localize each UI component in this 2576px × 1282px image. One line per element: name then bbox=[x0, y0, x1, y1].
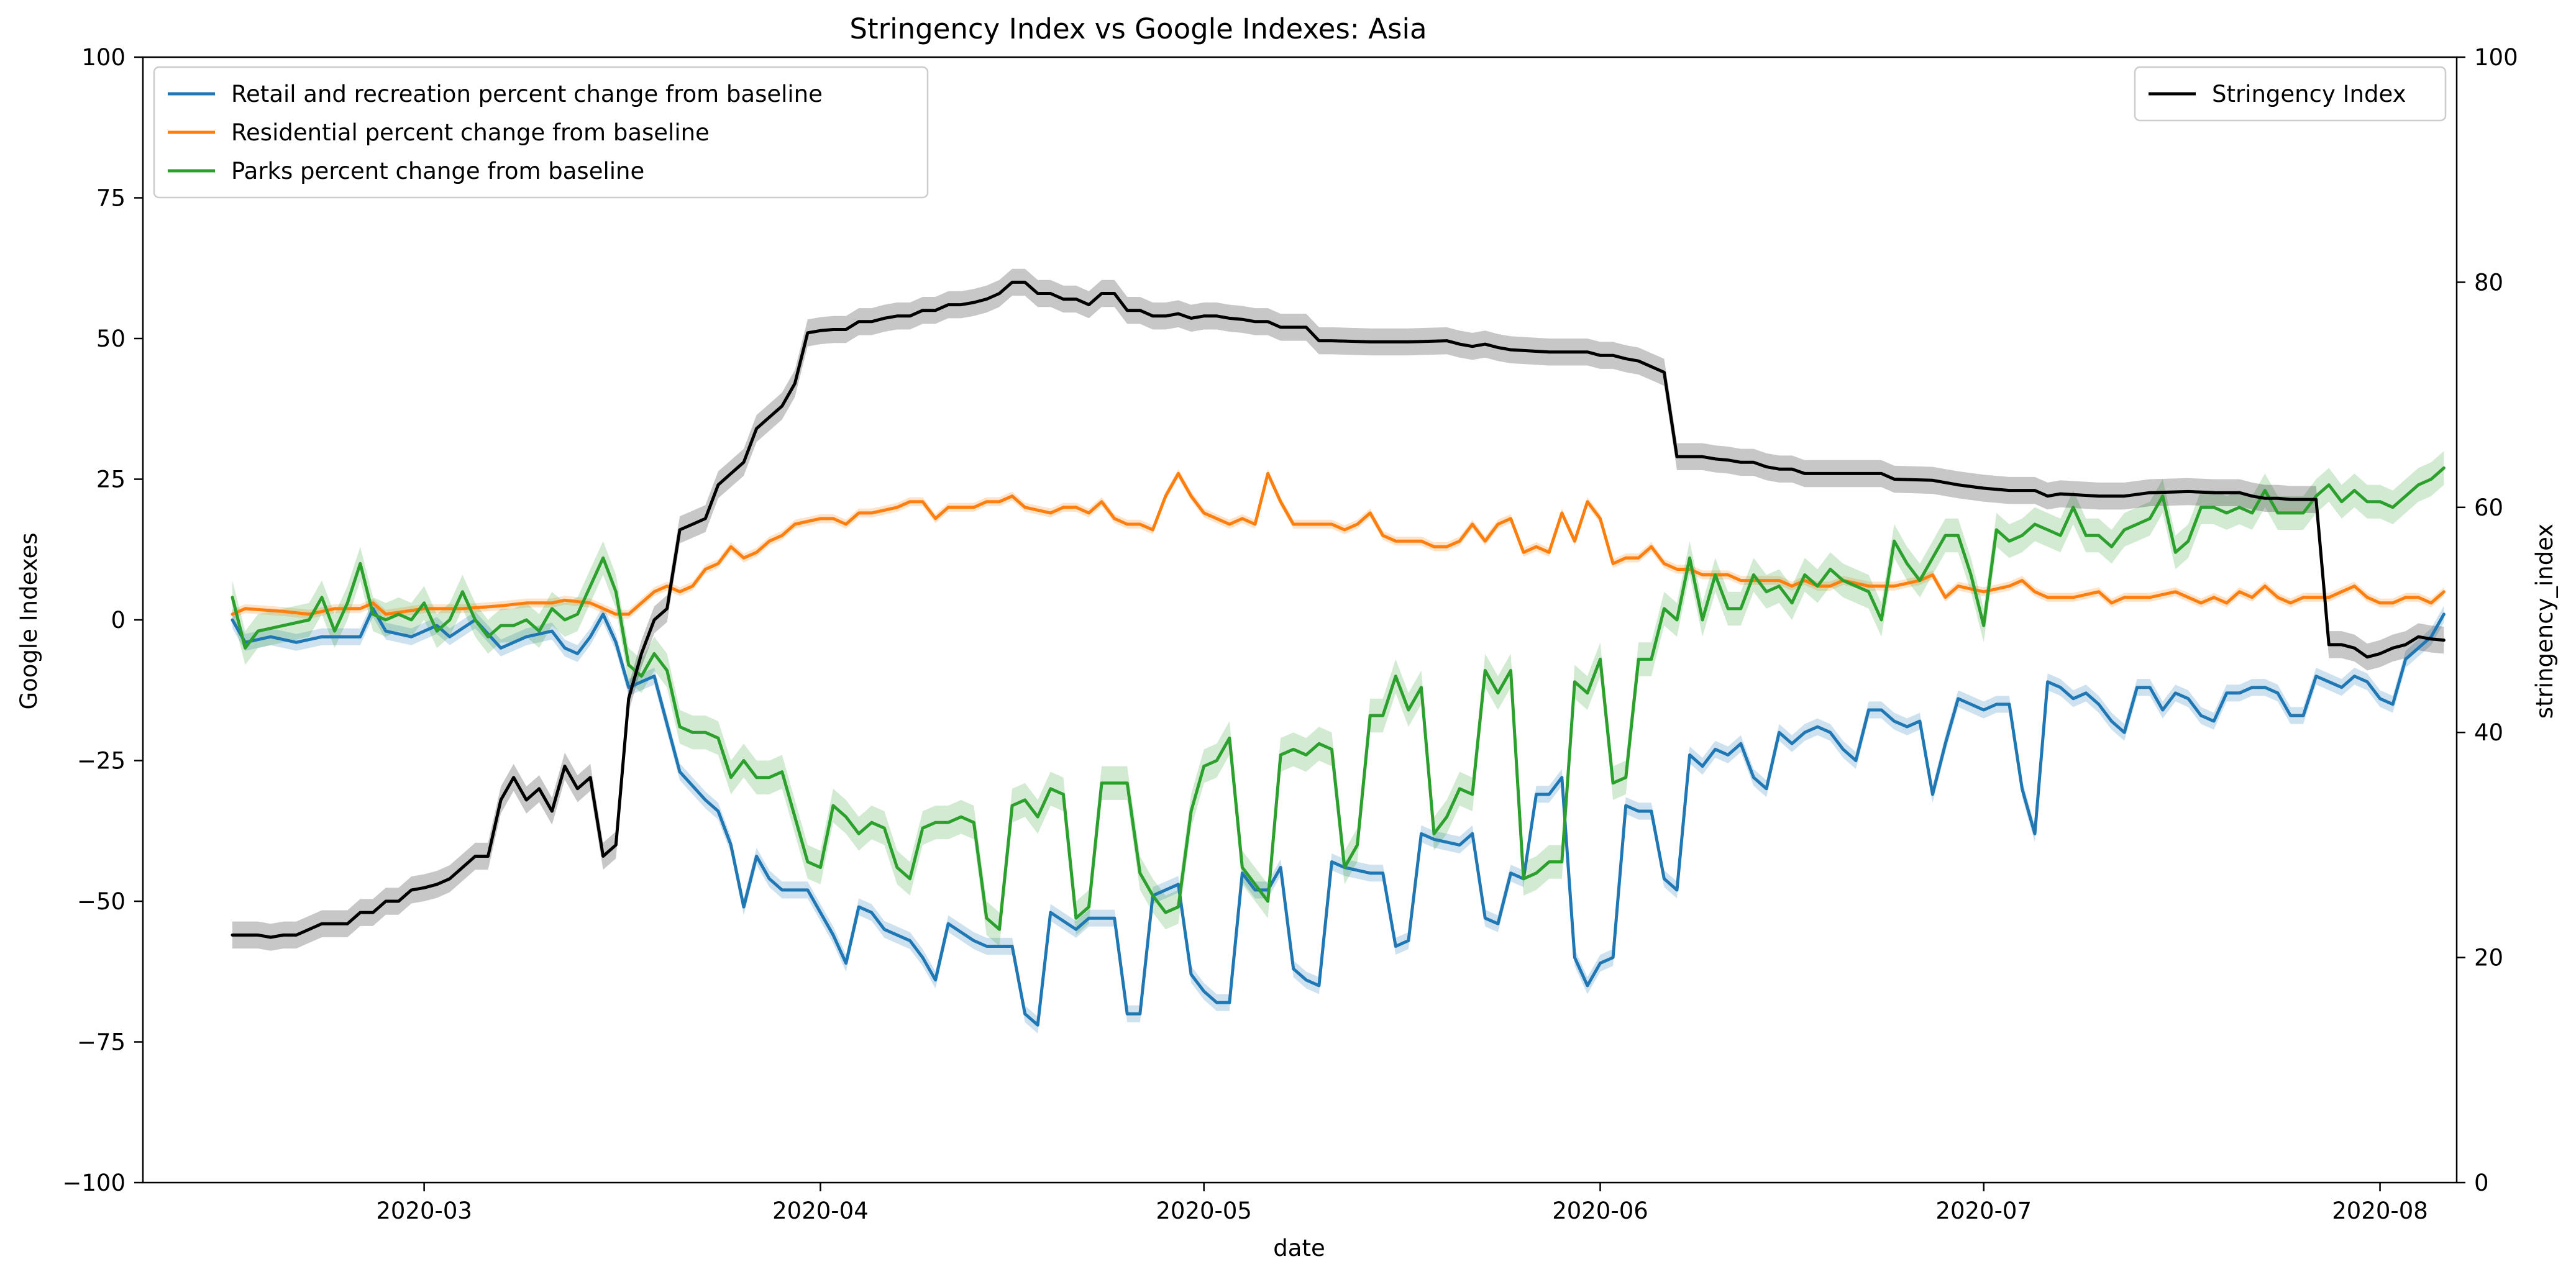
legend-label-stringency-index: Stringency Index bbox=[2212, 81, 2406, 107]
y-tick-label: 50 bbox=[96, 325, 126, 352]
y-axis-title: Google Indexes bbox=[16, 533, 42, 710]
legend-box bbox=[2134, 66, 2447, 122]
series-lines bbox=[231, 280, 2446, 1027]
legend-left: Retail and recreation percent change fro… bbox=[153, 66, 929, 199]
legend-label-parks-percent-change-from-baseline: Parks percent change from baseline bbox=[231, 158, 644, 184]
parks-percent-change-from-baseline-line bbox=[231, 466, 2446, 931]
chart-title: Stringency Index vs Google Indexes: Asia bbox=[849, 12, 1427, 45]
legend-label-retail-and-recreation-percent-change-from-baseline: Retail and recreation percent change fro… bbox=[231, 81, 823, 107]
x-tick-label: 2020-03 bbox=[376, 1198, 472, 1224]
x-tick-label: 2020-07 bbox=[1935, 1198, 2032, 1224]
y-tick-label: −25 bbox=[77, 748, 126, 775]
y-tick-label: −75 bbox=[77, 1029, 126, 1056]
legend-right: Stringency Index bbox=[2134, 66, 2447, 122]
y-tick-label: −100 bbox=[62, 1170, 126, 1196]
legend-box bbox=[153, 66, 929, 199]
x-axis-title: date bbox=[1273, 1235, 1325, 1262]
y-tick-label: −50 bbox=[77, 888, 126, 915]
confidence-bands bbox=[232, 268, 2444, 1034]
x-tick-label: 2020-06 bbox=[1552, 1198, 1648, 1224]
parks-percent-change-from-baseline-band bbox=[232, 451, 2444, 947]
axes: −100 −75 −50 −25 0 25 50 75 100 0 20 40 60 80 100 2020-… bbox=[62, 44, 2518, 1224]
y2-tick-label: 80 bbox=[2474, 269, 2503, 296]
y-tick-label: 0 bbox=[111, 607, 126, 634]
stringency-index-band bbox=[232, 268, 2444, 951]
residential-percent-change-from-baseline-band bbox=[232, 469, 2444, 619]
y2-tick-label: 20 bbox=[2474, 945, 2503, 971]
y2-tick-label: 60 bbox=[2474, 494, 2503, 521]
legend-label-residential-percent-change-from-baseline: Residential percent change from baseline bbox=[231, 119, 710, 146]
x-tick-label: 2020-04 bbox=[772, 1198, 869, 1224]
y2-axis-title: stringency_index bbox=[2531, 524, 2558, 719]
y-tick-label: 25 bbox=[96, 466, 126, 493]
y2-tick-label: 100 bbox=[2474, 44, 2518, 71]
x-tick-label: 2020-05 bbox=[1156, 1198, 1252, 1224]
y2-tick-label: 0 bbox=[2474, 1170, 2489, 1196]
residential-percent-change-from-baseline-line bbox=[231, 471, 2446, 616]
y-tick-label: 100 bbox=[81, 44, 126, 71]
x-tick-label: 2020-08 bbox=[2332, 1198, 2428, 1224]
stringency-index-line bbox=[231, 280, 2446, 939]
y2-tick-label: 40 bbox=[2474, 719, 2503, 746]
retail-and-recreation-percent-change-from-baseline-line bbox=[231, 607, 2446, 1027]
y-tick-label: 75 bbox=[96, 185, 126, 212]
